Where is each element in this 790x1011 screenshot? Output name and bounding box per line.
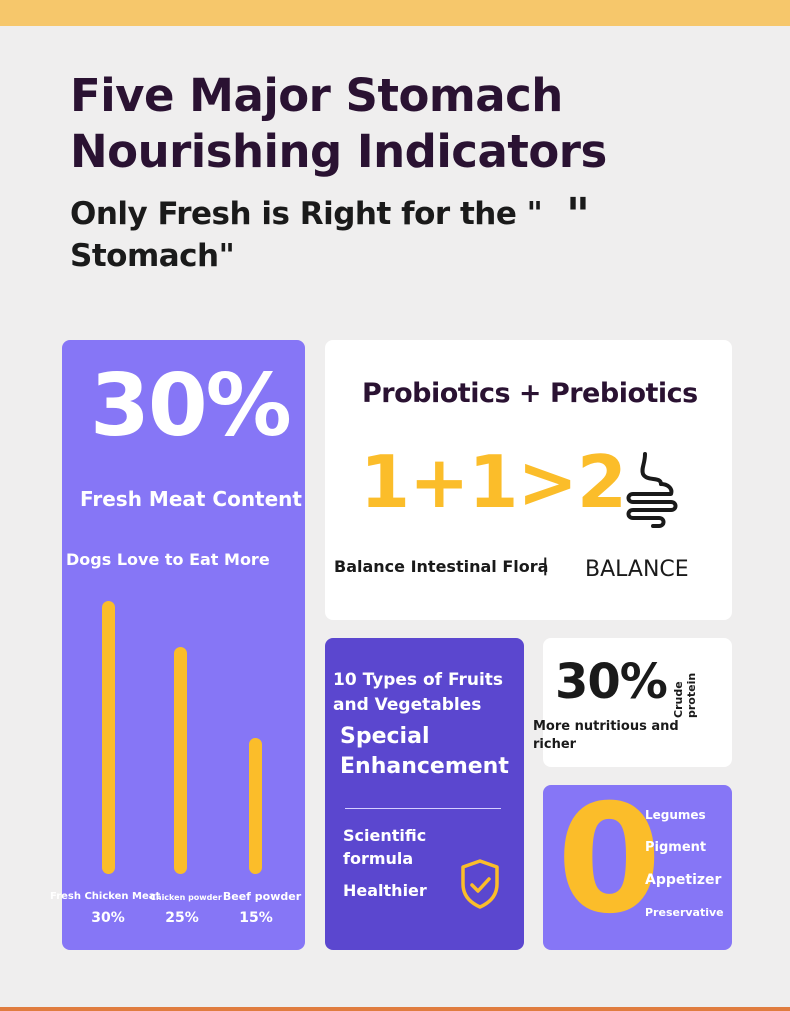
- dogs-love-tagline: Dogs Love to Eat More: [66, 550, 270, 569]
- intestine-icon: [626, 452, 678, 528]
- fresh-meat-percent: 30%: [90, 356, 292, 456]
- synergy-equation: 1+1>2: [360, 440, 627, 524]
- scientific-formula: Scientific formula: [343, 826, 427, 868]
- zero-item-appetizer: Appetizer: [645, 872, 722, 888]
- shield-check-icon: [461, 859, 499, 909]
- bottom-decorative-band: [0, 1007, 790, 1011]
- bar-fresh-chicken: [102, 601, 115, 874]
- bar-value-beef-powder: 15%: [239, 910, 273, 926]
- more-nutritious-text: More nutritious and richer: [533, 719, 679, 752]
- protein-percent: 30%: [555, 654, 668, 710]
- bar-label-fresh-chicken: Fresh Chicken Meat: [50, 891, 161, 902]
- fresh-meat-card: 30% Fresh Meat Content Dogs Love to Eat …: [50, 340, 305, 950]
- bar-label-beef-powder: Beef powder: [222, 890, 302, 903]
- page-subtitle: Only Fresh is Right for the " Stomach": [70, 196, 543, 274]
- page-title: Five Major Stomach Nourishing Indicators: [70, 69, 607, 178]
- crude-protein-card: 30% Crude protein More nutritious and ri…: [533, 638, 732, 767]
- balance-separator: |: [542, 555, 549, 576]
- zero-digit: 0: [557, 773, 662, 947]
- balance-word: BALANCE: [585, 557, 689, 582]
- healthier-text: Healthier: [343, 881, 427, 900]
- zero-item-pigment: Pigment: [645, 840, 707, 855]
- zero-item-legumes: Legumes: [645, 808, 706, 822]
- crude-protein-label: Crude protein: [672, 672, 698, 718]
- top-decorative-band: [0, 0, 790, 26]
- special-enhancement: Special Enhancement: [340, 724, 509, 779]
- zero-additives-card: 0 Legumes Pigment Appetizer Preservative: [543, 775, 732, 950]
- probiotics-card: Probiotics + Prebiotics 1+1>2 Balance In…: [325, 340, 732, 620]
- divider-line: [345, 808, 501, 809]
- decorative-quote-mark: ": [566, 188, 590, 242]
- bar-value-chicken-powder: 25%: [165, 910, 199, 926]
- crude-protein-label-wrap: Crude protein: [668, 660, 708, 718]
- bar-label-chicken-powder: Chicken powder: [150, 893, 222, 902]
- bar-chicken-powder: [174, 646, 187, 874]
- fruits-title: 10 Types of Fruits and Vegetables: [333, 670, 504, 715]
- balance-flora-text: Balance Intestinal Flora: [334, 557, 549, 576]
- fresh-meat-label: Fresh Meat Content: [80, 487, 302, 511]
- bar-beef-powder: [249, 737, 262, 874]
- fruits-vegetables-card: 10 Types of Fruits and Vegetables Specia…: [325, 638, 524, 950]
- zero-item-preservative: Preservative: [645, 906, 724, 919]
- probiotics-title: Probiotics + Prebiotics: [362, 378, 698, 409]
- bar-value-fresh-chicken: 30%: [91, 910, 125, 926]
